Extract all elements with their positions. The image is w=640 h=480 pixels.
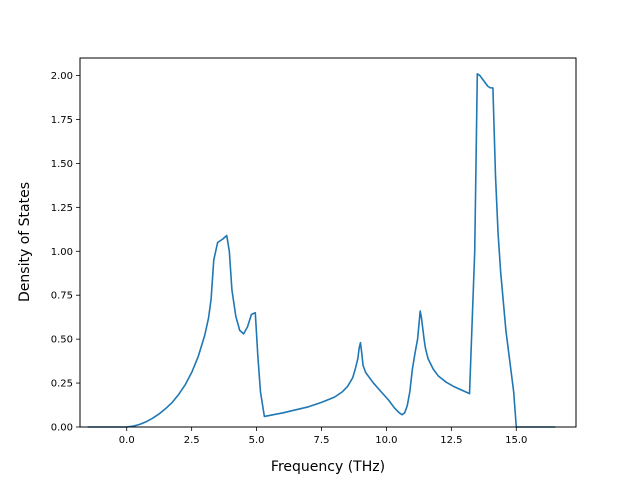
- plot-background: [80, 58, 576, 427]
- dos-series-line: [87, 73, 556, 428]
- y-tick-label: 1.75: [51, 115, 73, 126]
- x-tick-label: 10.0: [375, 435, 397, 446]
- y-axis-label: Density of States: [17, 182, 33, 302]
- x-tick-label: 12.5: [440, 435, 462, 446]
- y-tick-label: 1.00: [51, 247, 73, 258]
- x-tick-label: 5.0: [249, 435, 265, 446]
- y-tick-label: 2.00: [51, 71, 73, 82]
- y-tick-label: 0.50: [51, 335, 73, 346]
- y-tick-label: 0.75: [51, 291, 73, 302]
- x-tick-label: 15.0: [505, 435, 527, 446]
- x-tick-label: 7.5: [314, 435, 330, 446]
- y-tick-label: 1.50: [51, 159, 73, 170]
- y-tick-label: 1.25: [51, 203, 73, 214]
- y-tick-label: 0.25: [51, 379, 73, 390]
- y-tick-label: 0.00: [51, 423, 73, 434]
- x-tick-label: 0.0: [119, 435, 135, 446]
- x-axis-label: Frequency (THz): [271, 459, 385, 475]
- x-tick-label: 2.5: [184, 435, 200, 446]
- plot-frame: [79, 57, 577, 428]
